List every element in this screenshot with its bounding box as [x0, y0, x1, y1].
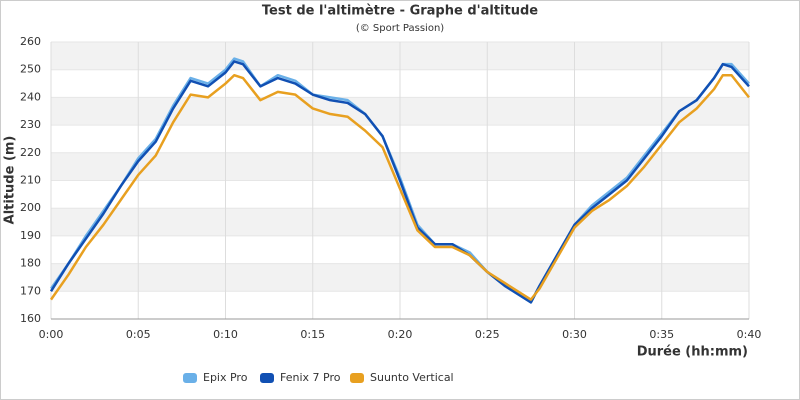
- y-tick-label: 180: [20, 257, 41, 270]
- x-tick-label: 0:15: [300, 328, 325, 341]
- legend-label: Suunto Vertical: [370, 371, 454, 384]
- x-tick-label: 0:30: [562, 328, 587, 341]
- y-tick-label: 210: [20, 174, 41, 187]
- chart-title: Test de l'altimètre - Graphe d'altitude: [262, 4, 538, 19]
- legend-label: Fenix 7 Pro: [280, 371, 341, 384]
- y-tick-label: 200: [20, 201, 41, 214]
- legend-label: Epix Pro: [203, 371, 248, 384]
- x-tick-label: 0:40: [737, 328, 762, 341]
- x-tick-label: 0:10: [213, 328, 238, 341]
- y-tick-label: 190: [20, 229, 41, 242]
- y-tick-label: 260: [20, 35, 41, 48]
- x-tick-label: 0:00: [39, 328, 64, 341]
- x-tick-label: 0:25: [475, 328, 500, 341]
- chart-subtitle: (© Sport Passion): [356, 23, 444, 34]
- series-line: [49, 73, 750, 301]
- y-tick-label: 220: [20, 146, 41, 159]
- y-axis-label: Altitude (m): [3, 136, 18, 225]
- y-tick-label: 170: [20, 284, 41, 297]
- y-tick-label: 240: [20, 90, 41, 103]
- legend-swatch: [260, 373, 274, 383]
- x-tick-label: 0:20: [388, 328, 413, 341]
- x-tick-label: 0:05: [126, 328, 151, 341]
- y-tick-label: 250: [20, 63, 41, 76]
- x-tick-label: 0:35: [649, 328, 674, 341]
- y-tick-label: 230: [20, 118, 41, 131]
- x-axis-label: Durée (hh:mm): [637, 345, 748, 360]
- series-line: [49, 60, 750, 304]
- y-tick-label: 160: [20, 312, 41, 325]
- legend-swatch: [183, 373, 197, 383]
- legend-swatch: [350, 373, 364, 383]
